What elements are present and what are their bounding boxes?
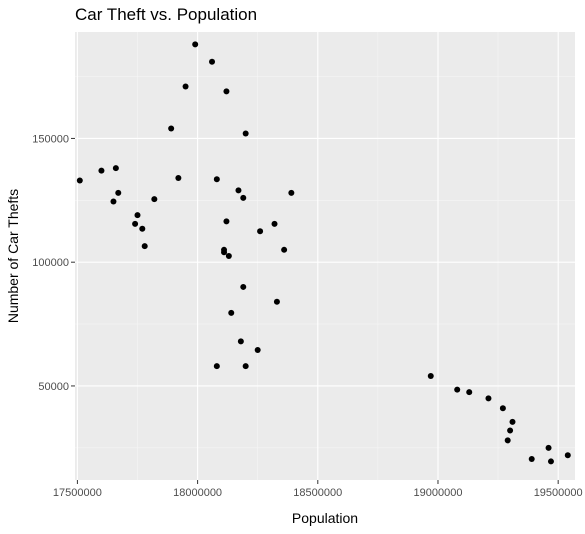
data-point <box>528 455 535 462</box>
data-point <box>427 373 434 380</box>
data-point <box>254 347 261 354</box>
chart-title: Car Theft vs. Population <box>75 5 257 24</box>
data-point <box>213 176 220 183</box>
major-gridlines <box>75 32 575 480</box>
y-axis-ticks: 50000 100000 150000 <box>32 133 75 393</box>
data-point <box>564 452 571 459</box>
data-point <box>223 218 230 225</box>
data-point <box>242 130 249 137</box>
x-tick-label: 17500000 <box>53 487 102 499</box>
plot-panel <box>75 32 575 480</box>
data-point <box>168 125 175 132</box>
data-point <box>132 220 139 227</box>
data-point <box>182 83 189 90</box>
data-point <box>547 458 554 465</box>
data-point <box>192 41 199 48</box>
data-point <box>240 194 247 201</box>
data-point <box>98 167 105 174</box>
data-point <box>221 246 228 253</box>
data-point <box>139 225 146 232</box>
data-point <box>235 187 242 194</box>
data-point <box>225 253 232 259</box>
x-tick-label: 19000000 <box>414 487 463 499</box>
x-tick-label: 18500000 <box>293 487 342 499</box>
data-point <box>499 405 506 412</box>
data-point <box>288 189 295 196</box>
x-tick-label: 18000000 <box>173 487 222 499</box>
data-point <box>115 189 122 196</box>
x-axis-ticks: 17500000 18000000 18500000 19000000 19500000 <box>53 480 583 499</box>
data-point <box>257 228 264 235</box>
data-point <box>110 198 117 205</box>
data-point <box>76 177 83 184</box>
data-point <box>151 196 158 203</box>
data-point <box>240 283 247 290</box>
data-point <box>454 386 461 393</box>
y-axis-title: Number of Car Thefts <box>5 189 21 323</box>
data-point <box>112 165 119 172</box>
minor-gridlines <box>75 32 575 480</box>
data-point <box>466 389 473 396</box>
data-point <box>545 444 552 451</box>
data-point <box>281 246 288 253</box>
data-point <box>213 363 220 370</box>
data-point <box>273 298 280 305</box>
data-point <box>141 243 148 250</box>
data-point <box>504 437 511 444</box>
x-tick-label: 19500000 <box>534 487 583 499</box>
y-tick-label: 150000 <box>32 133 69 145</box>
data-point <box>271 220 278 227</box>
data-point <box>134 212 141 219</box>
data-point <box>509 418 516 425</box>
data-point <box>507 427 514 434</box>
data-point <box>223 88 230 95</box>
data-point <box>209 58 216 65</box>
data-point <box>485 395 492 402</box>
x-axis-title: Population <box>292 510 358 526</box>
data-point <box>175 175 182 182</box>
y-tick-label: 50000 <box>38 381 69 393</box>
data-point <box>242 363 249 370</box>
data-point <box>228 309 235 316</box>
data-point <box>237 338 244 345</box>
y-tick-label: 100000 <box>32 257 69 269</box>
data-points <box>76 41 571 465</box>
